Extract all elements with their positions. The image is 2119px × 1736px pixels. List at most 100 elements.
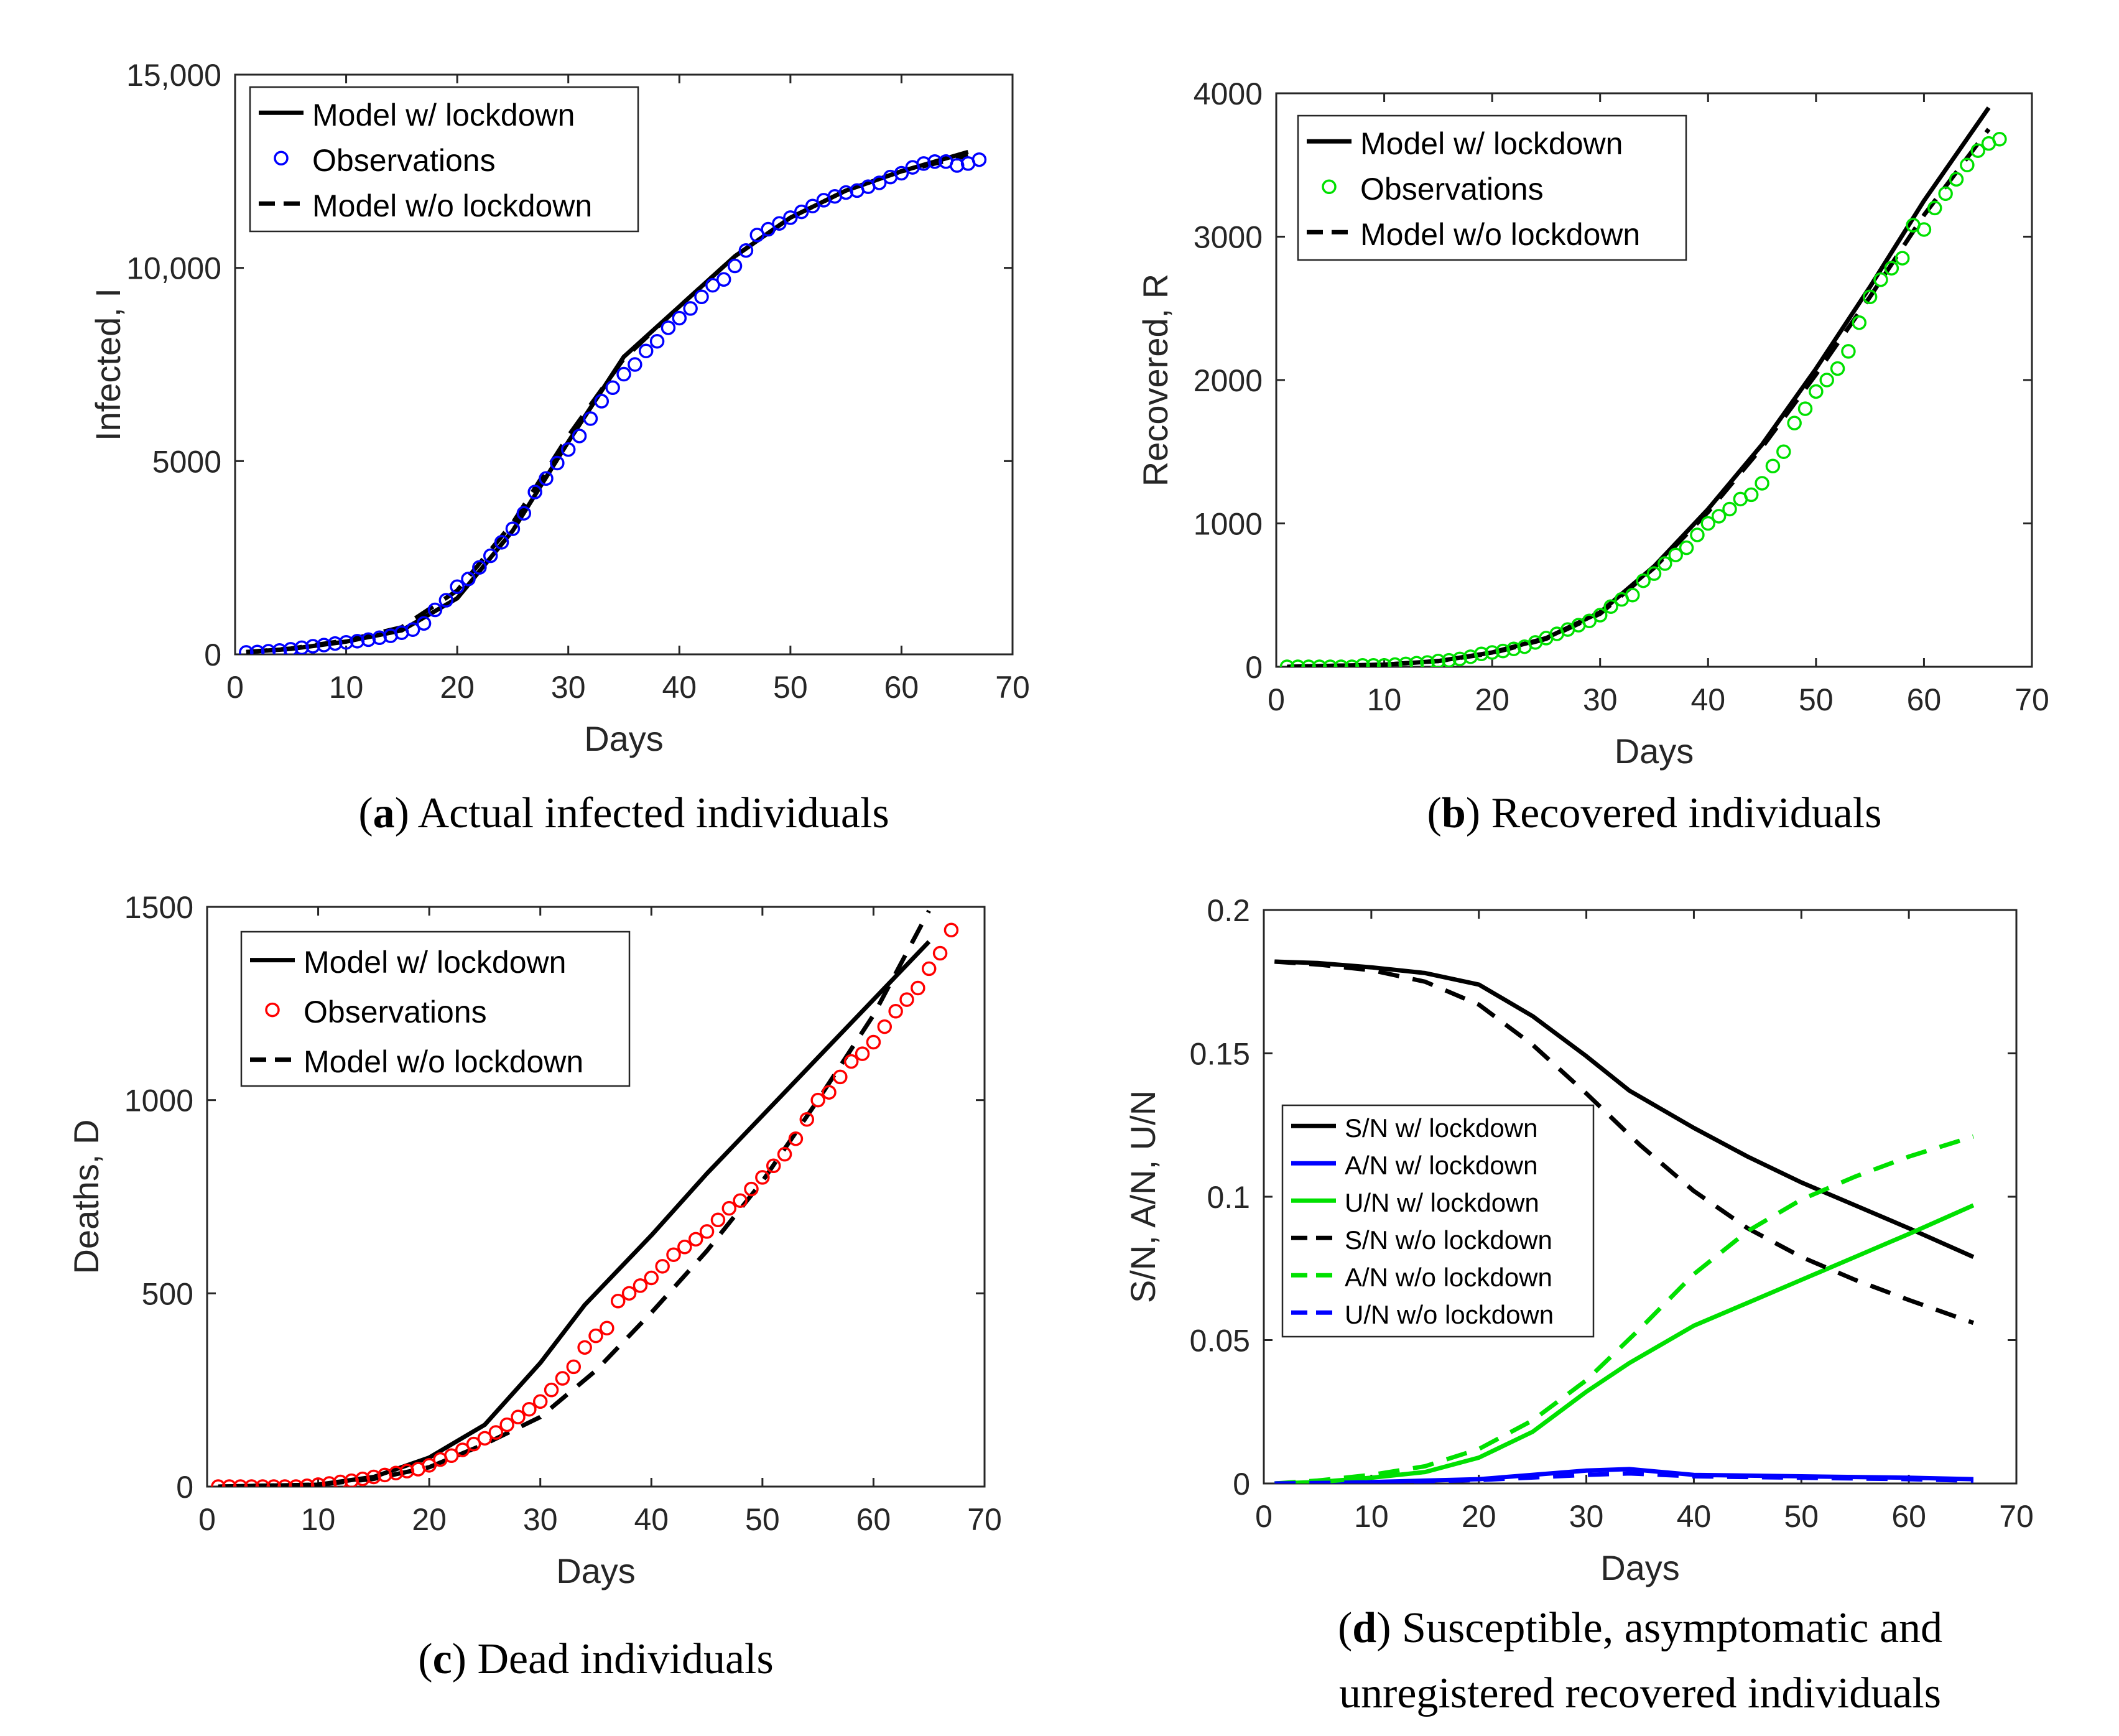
x-axis-label: Days [584,719,664,758]
x-tick-label: 40 [1690,682,1725,717]
y-tick-label: 0.15 [1190,1037,1250,1072]
x-tick-label: 30 [523,1502,558,1537]
observation-point [738,243,754,258]
observation-point [1409,656,1424,667]
observation-point [338,634,354,650]
observation-point [461,572,476,587]
observation-point [638,343,654,359]
y-tick-label: 15,000 [126,58,221,93]
observation-point [805,198,820,214]
observation-point [550,455,565,471]
x-tick-label: 70 [967,1502,1002,1537]
legend-box [1281,1104,1595,1338]
observation-point [1690,527,1705,542]
observation-point [266,1479,281,1487]
legend-entry: Observations [312,143,496,178]
observation-point [233,1479,248,1487]
x-tick-label: 0 [1255,1499,1273,1534]
observation-point [788,1131,804,1146]
observation-point [1960,157,1975,172]
y-tick-label: 500 [142,1276,193,1311]
y-tick-label: 0.1 [1207,1180,1250,1215]
observation-point [272,643,287,654]
legend-marker [1322,179,1337,195]
caption-paren-close: ) [1466,789,1491,837]
observation-point [422,1458,437,1473]
observation-point [1388,657,1403,667]
observation-point [322,1476,337,1487]
observation-point [283,642,299,654]
observation-point [1992,132,2007,147]
observation-point [610,1294,626,1309]
x-tick-label: 20 [412,1502,447,1537]
caption-paren-open: ( [418,1635,432,1683]
y-tick-label: 10,000 [126,251,221,286]
observation-point [871,175,887,190]
observation-point [644,1270,659,1286]
legend-entry: Model w/ lockdown [1360,126,1623,161]
observation-point [1441,652,1457,667]
x-tick-label: 10 [301,1502,336,1537]
observation-point [1894,251,1910,266]
observation-point [655,1259,670,1274]
observation-point [511,1409,526,1424]
observation-point [221,1479,237,1487]
y-tick-label: 3000 [1194,220,1263,255]
x-tick-label: 70 [995,670,1030,705]
series-line-0 [1274,959,1975,1259]
caption: (b) Recovered individuals [1427,789,1882,837]
x-tick-label: 30 [1569,1499,1604,1534]
legend-box [249,86,639,233]
observation-point [466,1436,481,1452]
observation-point [921,961,937,977]
caption-paren-open: ( [1427,789,1442,837]
observation-point [1592,608,1608,623]
series-line-1 [218,909,931,1487]
observation-point [777,1146,792,1162]
observation-point [744,1181,759,1197]
caption: (c) Dead individuals [418,1635,774,1683]
observation-point [555,1371,570,1386]
observation-point [899,992,914,1007]
y-axis-label: Deaths, D [67,1120,106,1274]
y-tick-label: 0.2 [1207,893,1250,928]
observation-point [327,636,343,651]
observation-point [822,1085,837,1100]
observation-point [721,1200,737,1216]
observation-point [710,1212,726,1228]
observation-point [1776,444,1791,459]
observation-point [833,1069,848,1085]
observation-point [1884,261,1899,276]
observation-point [932,945,948,961]
observation-point [794,204,809,220]
observation-point [310,1477,326,1487]
observation-point [1323,659,1338,667]
observation-point [1485,645,1500,660]
series-line-3 [1274,959,1975,1325]
observation-point [1668,547,1683,562]
observation-point [472,560,487,575]
y-tick-label: 1000 [124,1084,193,1118]
observation-point [843,1054,859,1069]
observation-point [1430,654,1446,667]
chart-d: 0 10 20 30 40 50 60 70 0 0.05 0.1 0.15 0.2 Days S/N, A… [1123,893,2034,1717]
observation-point [539,471,554,486]
x-tick-label: 30 [551,670,586,705]
legend-entry: Model w/o lockdown [312,188,592,223]
observation-point [749,228,765,243]
observation-point [1625,588,1640,603]
observation-point [1862,289,1878,305]
observation-point [1711,509,1727,524]
y-tick-label: 0 [1233,1467,1250,1502]
observation-point [1366,657,1381,667]
y-tick-label: 1000 [1194,507,1263,542]
observation-point [516,506,532,521]
legend-entry: Model w/o lockdown [304,1044,583,1079]
observation-point [444,1448,459,1464]
y-tick-label: 2000 [1194,363,1263,398]
observation-point [1722,501,1737,517]
observation-point [483,548,498,564]
observation-point [1636,573,1651,588]
observation-point [255,1479,271,1487]
y-axis-label: Recovered, R [1136,274,1175,486]
